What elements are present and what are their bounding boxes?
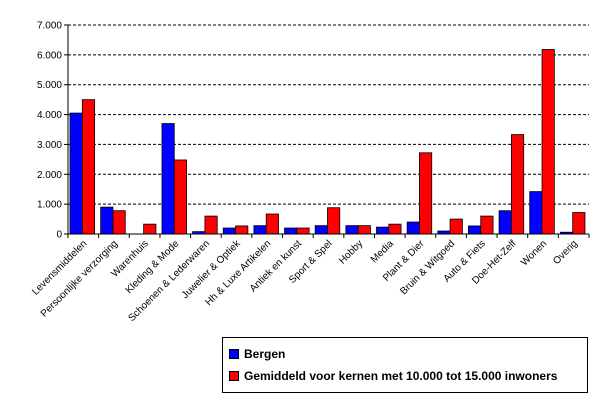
bar (510, 134, 525, 235)
bar (345, 225, 359, 235)
legend-label-gemiddeld: Gemiddeld voor kernen met 10.000 tot 15.… (244, 369, 558, 383)
bar (265, 213, 279, 235)
bar (112, 210, 126, 235)
legend-swatch-red (229, 371, 239, 381)
x-category-label: Kleding & Mode (124, 238, 182, 296)
bars (69, 49, 586, 235)
gridlines (68, 24, 589, 205)
y-tick-label: 2.000 (37, 170, 62, 181)
bar (161, 123, 175, 235)
bar (529, 191, 543, 235)
legend-swatch-blue (229, 349, 239, 359)
bar (253, 225, 267, 235)
legend: Bergen Gemiddeld voor kernen met 10.000 … (222, 337, 588, 393)
bar (327, 207, 341, 235)
bar (406, 221, 420, 235)
y-axis-ticks: 0 1.000 2.000 3.000 4.000 5.000 6.000 7.000 (37, 21, 68, 241)
bar (81, 99, 96, 235)
bar (388, 223, 402, 235)
bar (498, 210, 512, 235)
x-category-label: Media (369, 238, 396, 265)
bar (449, 218, 463, 235)
y-tick-label: 5.000 (37, 80, 62, 91)
y-tick-label: 6.000 (37, 50, 62, 61)
bar (541, 49, 555, 235)
y-tick-label: 0 (56, 230, 62, 241)
bar (314, 225, 328, 235)
bar (235, 225, 249, 235)
x-category-label: Hobby (337, 238, 365, 266)
y-tick-label: 4.000 (37, 110, 62, 121)
bar (419, 152, 433, 235)
bar (572, 212, 586, 235)
legend-item-bergen: Bergen (229, 343, 581, 365)
bar (69, 112, 83, 235)
bar (376, 226, 390, 235)
x-category-label: Levensmiddelen (30, 238, 89, 297)
y-tick-label: 3.000 (37, 140, 62, 151)
bar (284, 227, 298, 235)
bar (480, 215, 494, 235)
bar (468, 225, 482, 235)
bar (357, 225, 371, 235)
x-category-label: Wonen (519, 238, 549, 268)
bar (222, 227, 236, 235)
bar (143, 223, 157, 235)
legend-label-bergen: Bergen (244, 347, 286, 361)
axes (67, 25, 590, 238)
bar (173, 159, 187, 235)
legend-item-gemiddeld: Gemiddeld voor kernen met 10.000 tot 15.… (229, 365, 581, 387)
x-category-label: Bruin & Witgoed (398, 238, 457, 297)
y-tick-label: 7.000 (37, 21, 62, 32)
x-category-label: Overig (551, 238, 580, 267)
bar (296, 227, 310, 235)
y-tick-label: 1.000 (37, 200, 62, 211)
bar (100, 206, 114, 235)
bar (204, 215, 218, 235)
